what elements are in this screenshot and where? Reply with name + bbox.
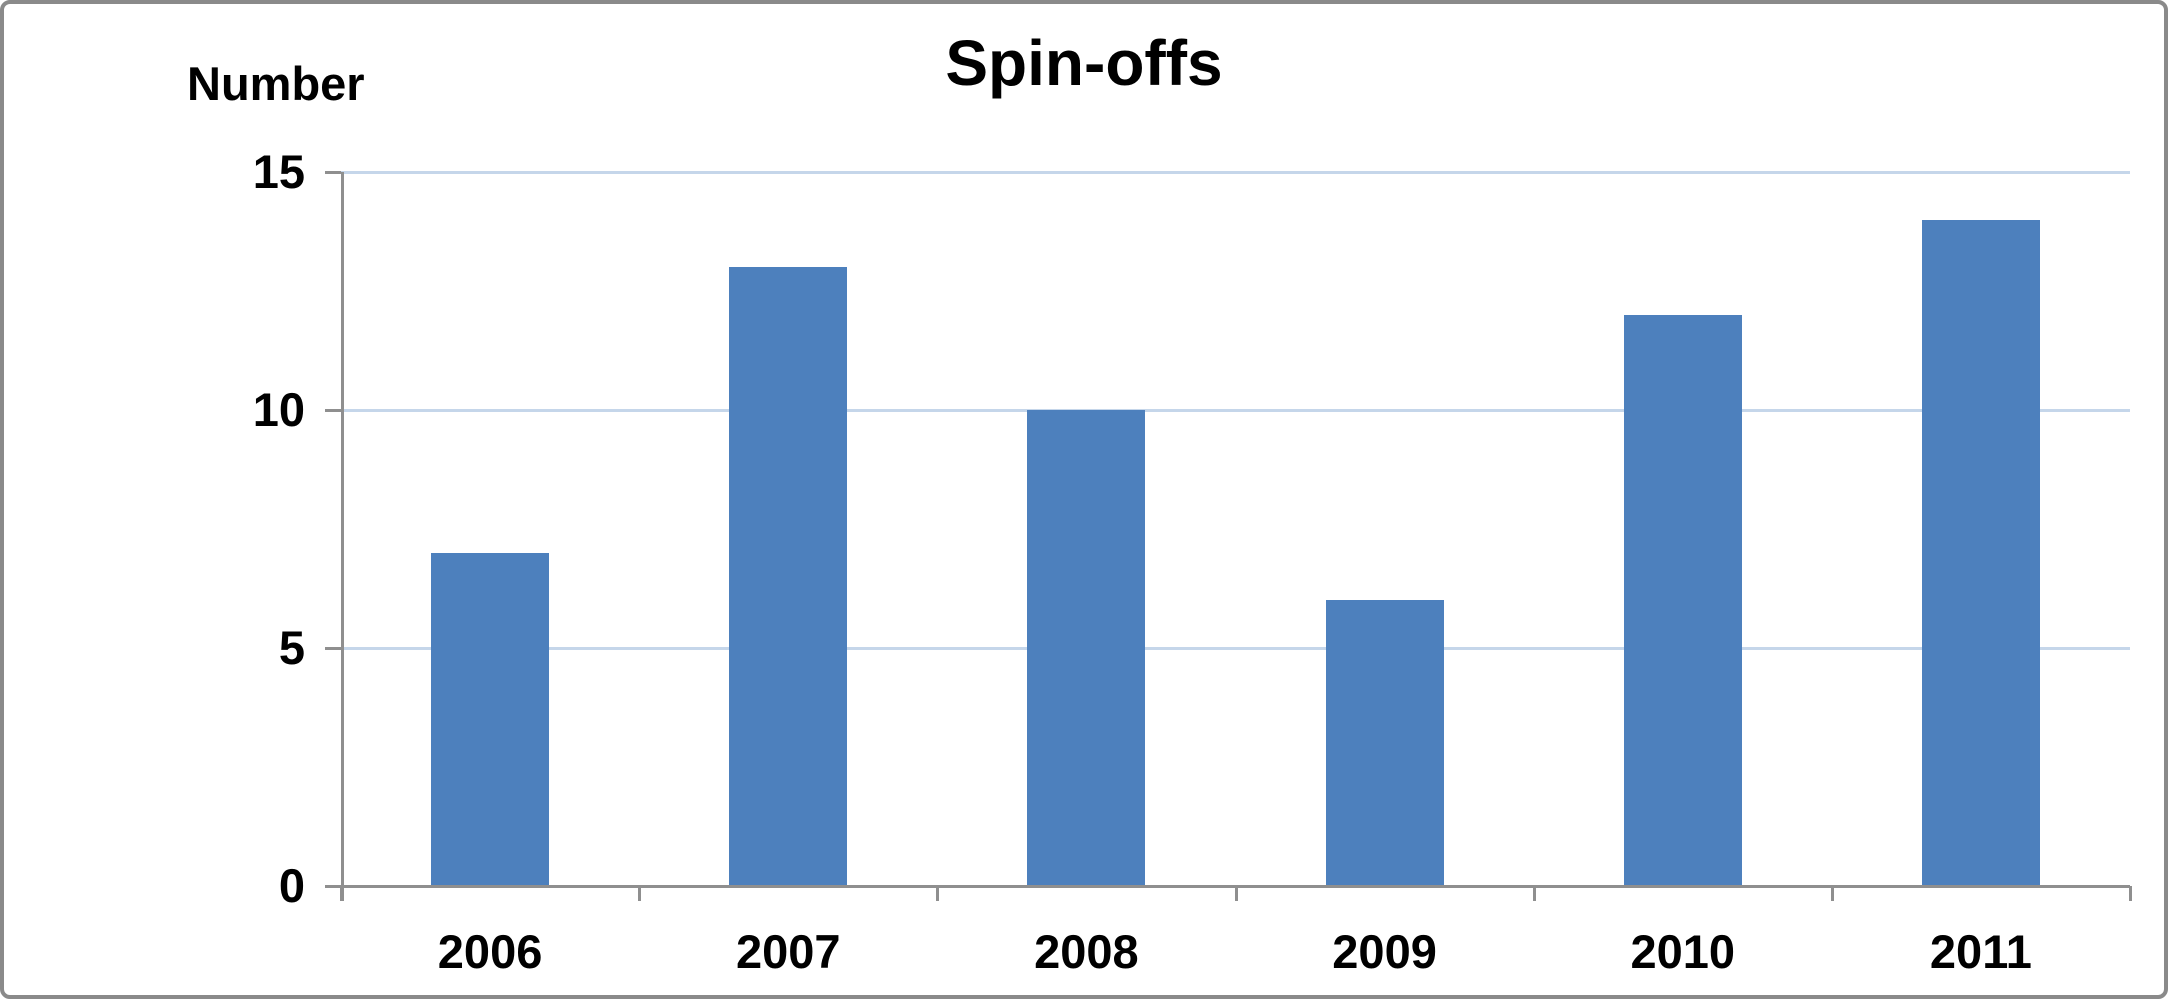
y-tick-mark-15 (325, 171, 341, 174)
x-tick-mark-3 (1234, 886, 1238, 901)
x-tick-mark-1 (638, 886, 642, 901)
gridline-15 (341, 171, 2130, 174)
bar-2008 (1027, 410, 1146, 886)
x-axis-line (341, 885, 2130, 888)
y-axis-title: Number (187, 57, 365, 110)
bar-2009 (1325, 600, 1444, 886)
x-tick-label-2010: 2010 (1630, 925, 1736, 978)
bar-2011 (1921, 219, 2040, 886)
x-tick-label-2006: 2006 (437, 925, 543, 978)
y-axis-line (341, 172, 344, 901)
x-tick-mark-2 (936, 886, 940, 901)
y-tick-label-15: 15 (252, 145, 305, 198)
x-tick-mark-5 (1830, 886, 1834, 901)
x-tick-label-2007: 2007 (735, 925, 841, 978)
bar-2010 (1623, 314, 1742, 886)
bar-2007 (729, 267, 848, 886)
x-tick-label-2008: 2008 (1034, 925, 1139, 978)
gridline-10 (341, 409, 2130, 412)
chart-title: Spin-offs (945, 27, 1223, 99)
x-tick-label-2009: 2009 (1332, 925, 1437, 978)
bar-2006 (431, 552, 550, 886)
x-tick-label-2011: 2011 (1929, 925, 2032, 978)
gridline-5 (341, 647, 2130, 650)
y-tick-mark-5 (325, 647, 341, 650)
y-tick-label-0: 0 (278, 859, 305, 912)
y-tick-mark-10 (325, 409, 341, 412)
y-tick-mark-0 (325, 885, 341, 888)
y-tick-label-10: 10 (252, 383, 305, 436)
y-tick-label-5: 5 (278, 621, 305, 674)
x-tick-mark-4 (1532, 886, 1536, 901)
x-tick-mark-6 (2129, 886, 2132, 901)
